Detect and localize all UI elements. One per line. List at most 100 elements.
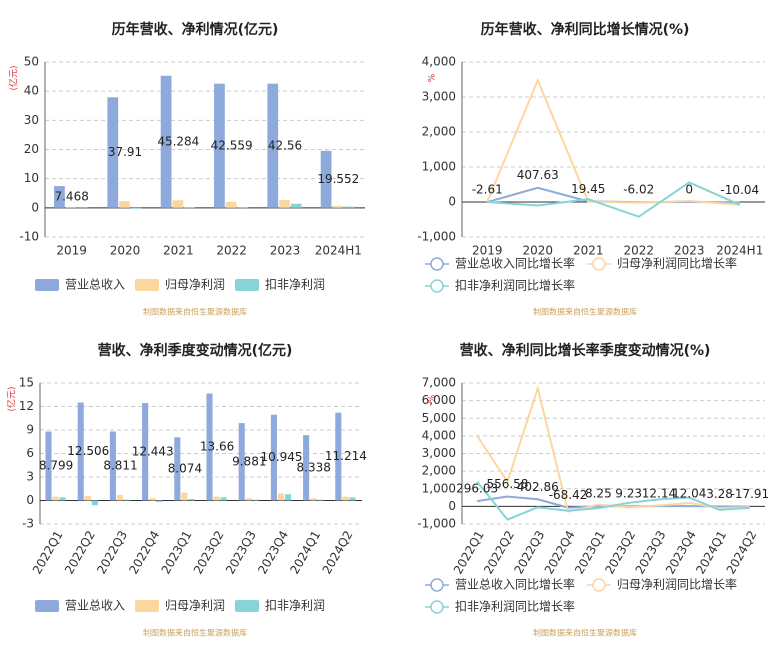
y-tick-label: 0 (448, 499, 456, 513)
y-axis-label: % (428, 73, 438, 82)
value-label: 556.58 (486, 477, 528, 491)
bar (54, 186, 65, 208)
line-series (487, 181, 741, 218)
bar (91, 500, 98, 506)
bar (225, 201, 237, 208)
bar (188, 498, 195, 501)
x-tick-label: 2019 (56, 244, 87, 258)
y-tick-label: 40 (24, 84, 39, 98)
value-label: 0 (685, 183, 693, 197)
bar (332, 206, 344, 208)
legend-swatch (235, 279, 259, 291)
x-tick-label: 2024H1 (716, 244, 763, 258)
bar (109, 431, 116, 501)
x-tick-label: 2021 (163, 244, 194, 258)
value-label: 296.03 (456, 482, 498, 496)
legend-label: 归母净利润 (165, 278, 225, 292)
value-label: 45.284 (157, 134, 199, 148)
bar (279, 199, 290, 208)
x-tick-label: 2023Q3 (223, 528, 259, 576)
bar (303, 435, 310, 501)
value-label: 8.799 (39, 459, 73, 473)
value-label: -6.02 (623, 183, 654, 197)
x-tick-label: 2022Q4 (126, 528, 162, 576)
x-tick-label: 2024H1 (315, 244, 362, 258)
y-tick-label: 6 (26, 446, 34, 460)
value-label: 8.074 (168, 461, 202, 475)
y-tick-label: 0 (26, 493, 34, 507)
y-tick-label: -10 (19, 230, 39, 244)
value-label: 3.28 (706, 487, 733, 501)
bar (107, 97, 119, 208)
value-label: -10.04 (720, 183, 759, 197)
x-tick-label: 2022Q1 (30, 528, 66, 576)
legend-marker (430, 578, 444, 592)
legend-marker (430, 279, 444, 293)
bar (214, 83, 225, 208)
y-axis-label: % (428, 394, 438, 403)
legend-label: 营业总收入同比增长率 (455, 577, 575, 592)
y-tick-label: 10 (24, 171, 39, 185)
bar (184, 207, 195, 209)
value-label: -68.42 (549, 488, 588, 502)
bar (84, 495, 91, 501)
source-note: 制图数据来自恒生聚源数据库 (143, 307, 247, 317)
value-label: 12.443 (132, 444, 174, 458)
value-label: 8.25 (585, 487, 612, 501)
value-label: 12.04 (672, 487, 706, 501)
y-tick-label: 4,000 (422, 428, 456, 442)
y-tick-label: 15 (19, 376, 34, 390)
value-label: 402.86 (517, 480, 559, 494)
chart-title: 历年营收、净利情况(亿元) (112, 21, 279, 38)
bar (220, 497, 227, 501)
bar (277, 493, 285, 501)
y-tick-label: 9 (26, 423, 34, 437)
bar (349, 497, 356, 501)
legend-swatch (135, 279, 159, 291)
bar (45, 431, 52, 501)
source-note: 制图数据来自恒生聚源数据库 (143, 628, 247, 638)
chart-title: 营收、净利同比增长率季度变动情况(%) (460, 342, 711, 359)
bar (77, 207, 89, 208)
bar (213, 496, 220, 501)
x-tick-label: 2022 (623, 244, 654, 258)
y-tick-label: -1,000 (417, 517, 456, 531)
value-label: 8.811 (103, 458, 137, 472)
bar (130, 207, 142, 209)
bar (252, 499, 259, 501)
y-tick-label: 1,000 (422, 481, 456, 495)
value-label: 8.338 (297, 460, 331, 474)
bar (270, 414, 277, 501)
legend-swatch (35, 600, 59, 612)
source-note: 制图数据来自恒生聚源数据库 (533, 628, 637, 638)
bar (342, 496, 349, 501)
y-tick-label: 12 (19, 399, 34, 413)
value-label: -2.61 (472, 183, 503, 197)
bar (206, 393, 213, 501)
value-label: 19.552 (317, 172, 359, 186)
y-tick-label: -3 (22, 517, 34, 531)
value-label: 19.45 (571, 182, 605, 196)
x-tick-label: 2023Q1 (159, 528, 195, 576)
legend-swatch (235, 600, 259, 612)
legend-marker (430, 257, 444, 271)
bar (181, 492, 188, 501)
value-label: 12.14 (642, 487, 676, 501)
bar (65, 206, 77, 208)
legend-label: 扣非净利润同比增长率 (455, 599, 575, 614)
y-tick-label: 3 (26, 470, 34, 484)
y-tick-label: -1,000 (417, 230, 456, 244)
x-tick-label: 2023Q2 (191, 528, 227, 576)
value-label: 407.63 (517, 168, 559, 182)
bar (174, 437, 181, 501)
line-series (486, 186, 740, 204)
x-tick-label: 2024Q2 (320, 528, 356, 576)
legend-marker (592, 578, 606, 592)
bar (317, 499, 324, 501)
y-tick-label: 5,000 (422, 411, 456, 425)
x-tick-label: 2023 (270, 244, 301, 258)
bar (59, 497, 66, 501)
y-tick-label: 50 (24, 55, 39, 69)
value-label: 42.559 (211, 138, 253, 152)
x-tick-label: 2024Q1 (287, 528, 323, 576)
